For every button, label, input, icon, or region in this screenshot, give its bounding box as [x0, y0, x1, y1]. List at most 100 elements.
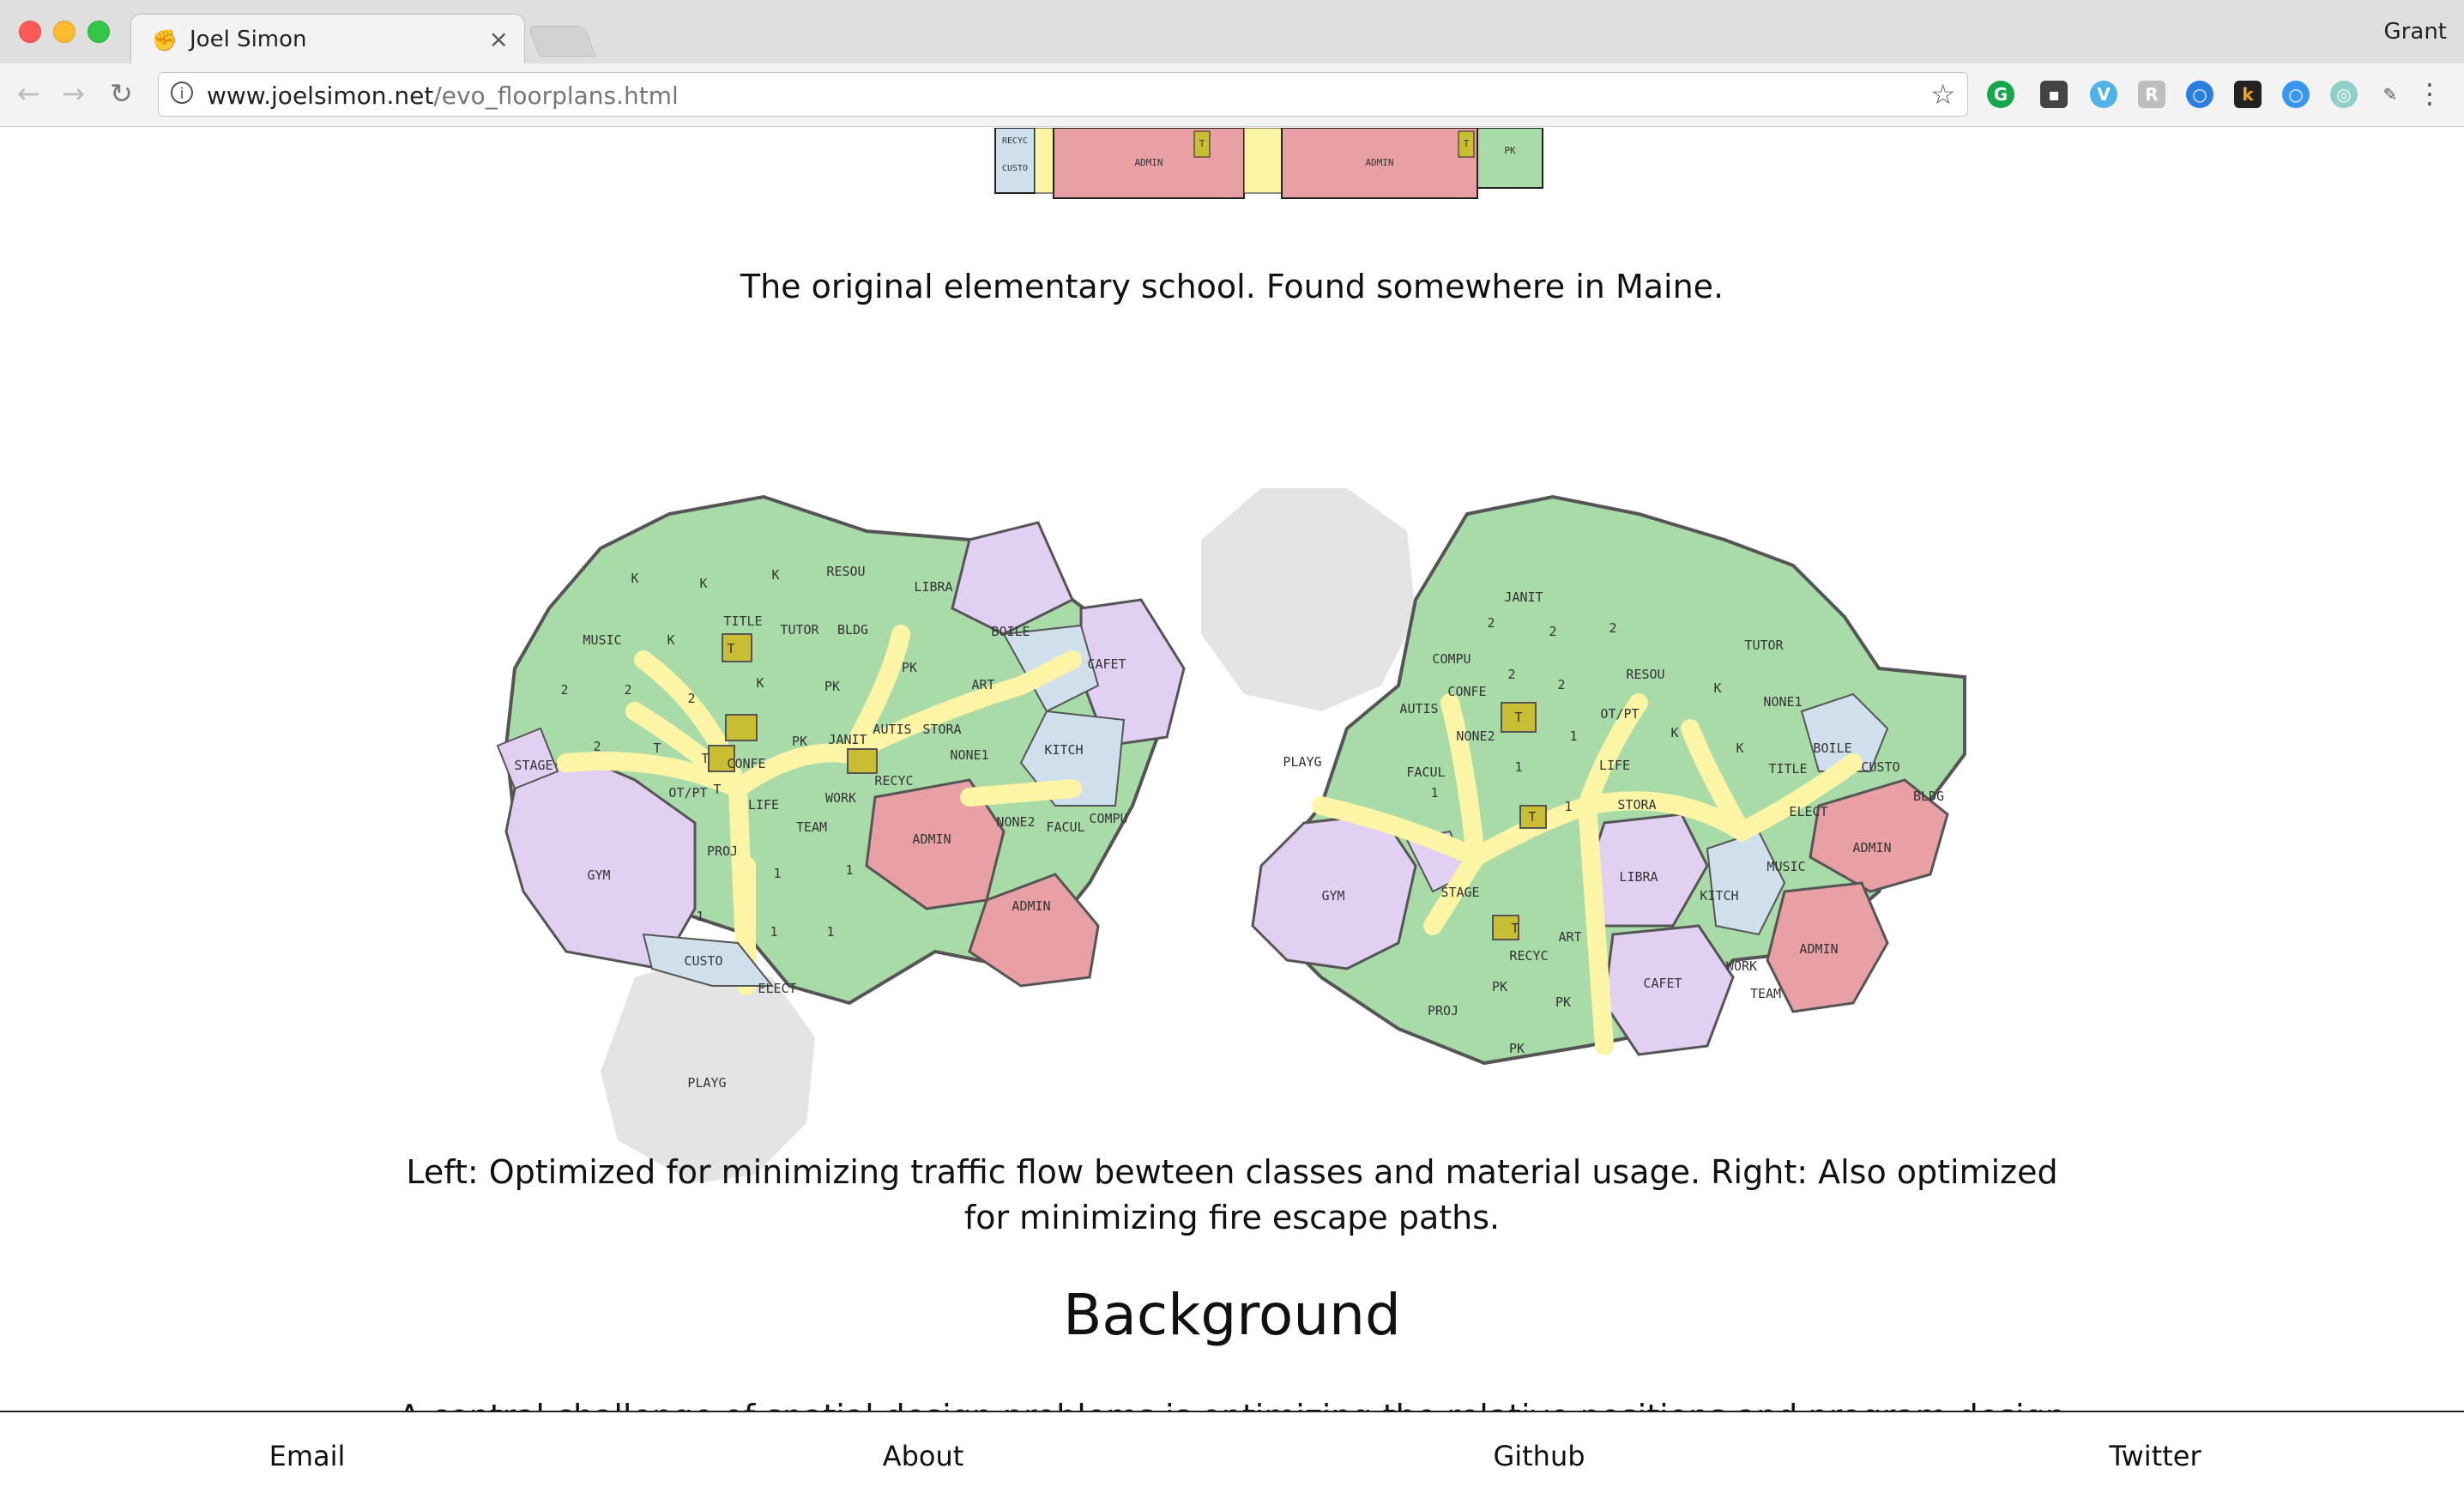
left-plan-label: LIBRA — [914, 579, 952, 595]
k-extension-icon[interactable]: k — [2234, 81, 2262, 108]
left-plan-label: 1 — [696, 909, 704, 924]
right-plan-label: OT/PT — [1600, 706, 1639, 722]
left-plan-label: NONE1 — [950, 747, 988, 763]
url-text[interactable]: www.joelsimon.net/evo_floorplans.html — [207, 82, 679, 110]
left-plan-label: TUTOR — [780, 622, 819, 638]
top-plan-label: ADMIN — [1134, 157, 1163, 168]
window-maximize-button[interactable] — [88, 21, 110, 43]
right-plan-label: T — [1514, 710, 1522, 725]
right-plan-label: AUTIS — [1399, 701, 1438, 716]
footer-link-about[interactable]: About — [882, 1440, 964, 1472]
left-plan-label: T — [653, 740, 661, 756]
original-floorplan: RECYC CUSTO ADMIN T ADMIN T PK — [994, 128, 1543, 199]
right-plan-label: PK — [1509, 1041, 1525, 1056]
right-plan-label: 2 — [1609, 620, 1616, 636]
page-content: RECYC CUSTO ADMIN T ADMIN T PK The origi… — [0, 128, 2464, 1415]
left-plan-label: KITCH — [1044, 742, 1083, 758]
tab-close-icon[interactable]: × — [488, 25, 509, 53]
right-plan-label: STAGE — [1440, 885, 1479, 900]
right-plan-label: K — [1713, 680, 1721, 696]
forward-arrow-icon[interactable]: → — [62, 77, 85, 110]
chrome-circle-icon[interactable]: ○ — [2186, 81, 2213, 108]
top-plan-label: T — [1199, 138, 1205, 149]
right-plan-label: 1 — [1564, 799, 1572, 814]
left-plan-label: PK — [792, 734, 807, 749]
window-minimize-button[interactable] — [53, 21, 75, 43]
footer-link-email[interactable]: Email — [269, 1440, 346, 1472]
right-plan-label: TITLE — [1768, 761, 1807, 777]
top-plan-label: RECYC — [1002, 136, 1028, 146]
browser-tab[interactable]: ✊ Joel Simon × — [130, 14, 525, 63]
fist-favicon-icon: ✊ — [152, 28, 178, 52]
left-plan-label: K — [667, 632, 674, 648]
left-plan-label: 2 — [624, 682, 631, 698]
right-plan-label: PLAYG — [1283, 754, 1321, 770]
left-plan-label: BLDG — [837, 622, 868, 638]
left-plan-label: FACUL — [1046, 819, 1084, 835]
browser-toolbar: ← → ↻ i www.joelsimon.net/evo_floorplans… — [0, 63, 2464, 127]
right-plan-label: 2 — [1549, 624, 1556, 639]
right-plan-label: PROJ — [1428, 1003, 1458, 1018]
pin-icon[interactable]: ✎ — [2382, 84, 2398, 105]
left-plan-label: PLAYG — [687, 1075, 726, 1091]
right-plan-label: CONFE — [1447, 684, 1486, 699]
grammarly-icon[interactable]: G — [1987, 81, 2014, 108]
top-plan-label: T — [1464, 138, 1470, 149]
footer-link-twitter[interactable]: Twitter — [2109, 1440, 2201, 1472]
left-plan-label: 2 — [560, 682, 568, 698]
left-plan-label: 2 — [593, 739, 601, 754]
address-bar[interactable]: i www.joelsimon.net/evo_floorplans.html … — [158, 72, 1968, 117]
right-plan-label: RESOU — [1626, 667, 1664, 682]
right-plan-label: 1 — [1430, 785, 1438, 801]
right-plan-label: ADMIN — [1852, 840, 1891, 855]
right-plan-label: MUSIC — [1766, 859, 1805, 874]
left-plan-label: 1 — [773, 866, 781, 881]
tab-title: Joel Simon — [190, 27, 307, 52]
left-plan-label: CAFET — [1087, 656, 1126, 672]
right-plan-label: TEAM — [1750, 986, 1781, 1001]
right-plan-label: 1 — [1514, 759, 1522, 775]
new-tab-button[interactable] — [528, 26, 596, 57]
profile-name[interactable]: Grant — [2383, 19, 2447, 45]
right-plan-label: ELECT — [1789, 804, 1827, 819]
right-plan-label: T — [1511, 921, 1519, 936]
right-plan-label: BLDG — [1913, 789, 1944, 804]
section-heading: Background — [1063, 1282, 1401, 1348]
vimeo-icon[interactable]: V — [2090, 81, 2117, 108]
left-plan-label: K — [756, 675, 764, 691]
footer-nav: Email About Github Twitter — [0, 1411, 2464, 1505]
blue-circle-icon[interactable]: ○ — [2282, 81, 2310, 108]
right-plan-label: T — [1528, 809, 1536, 825]
left-plan-label: LIFE — [748, 797, 779, 813]
right-plan-label: RECYC — [1509, 948, 1548, 964]
left-plan-label: K — [771, 567, 779, 583]
left-plan-label: BOILE — [991, 624, 1030, 639]
right-plan-label: KITCH — [1700, 888, 1738, 904]
info-icon[interactable]: i — [171, 82, 193, 104]
reload-icon[interactable]: ↻ — [110, 77, 133, 110]
right-plan-label: CUSTO — [1861, 759, 1899, 775]
right-plan-label: 2 — [1507, 667, 1515, 682]
left-plan-label: ART — [971, 677, 994, 692]
left-plan-label: ELECT — [758, 981, 796, 996]
left-plan-label: STORA — [922, 722, 961, 737]
right-plan-label: FACUL — [1406, 765, 1445, 780]
back-arrow-icon[interactable]: ← — [17, 77, 40, 110]
camera-extension-icon[interactable]: ▪ — [2040, 81, 2068, 108]
right-plan-label: COMPU — [1432, 651, 1471, 667]
left-plan-label: CONFE — [727, 756, 765, 771]
green-circle-icon[interactable]: ◎ — [2330, 81, 2358, 108]
left-plan-label: 1 — [770, 924, 777, 940]
top-plan-label: PK — [1504, 145, 1516, 156]
caption-original: The original elementary school. Found so… — [740, 268, 1724, 305]
menu-icon[interactable]: ⋮ — [2416, 77, 2443, 110]
left-plan-label: NONE2 — [996, 814, 1035, 830]
window-close-button[interactable] — [19, 21, 41, 43]
left-plan-label: 1 — [845, 862, 853, 878]
bookmark-star-icon[interactable]: ☆ — [1930, 78, 1955, 111]
right-plan-label: K — [1670, 725, 1678, 740]
readability-icon[interactable]: R — [2138, 81, 2165, 108]
right-plan-label: 1 — [1569, 728, 1577, 744]
footer-link-github[interactable]: Github — [1493, 1440, 1585, 1472]
right-plan-label: ADMIN — [1799, 941, 1838, 957]
